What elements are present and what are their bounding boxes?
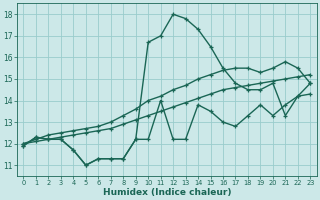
X-axis label: Humidex (Indice chaleur): Humidex (Indice chaleur) [103,188,231,197]
